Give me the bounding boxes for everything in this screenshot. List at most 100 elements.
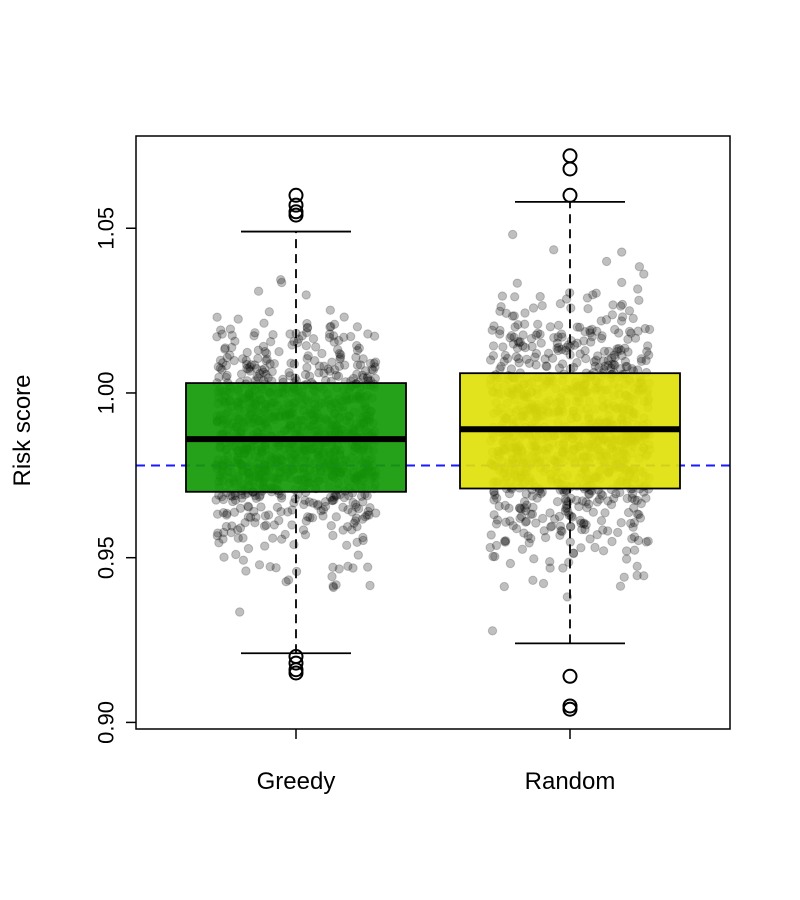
jitter-point [352,322,363,332]
outlier-point [562,148,578,164]
jitter-point [221,510,232,520]
jitter-point [276,493,287,503]
jitter-point [500,350,510,361]
jitter-point [274,347,284,357]
jitter-point [303,351,313,361]
jitter-point [535,291,545,302]
jitter-point [302,327,312,338]
jitter-point [261,355,271,366]
outlier-point [562,161,578,177]
jitter-point [621,546,632,556]
jitter-point [632,495,643,506]
jitter-point [604,346,614,357]
jitter-point [560,494,571,504]
jitter-point [242,363,252,374]
jitter-point [560,506,571,516]
jitter-point [227,342,237,353]
outlier-point [288,655,304,671]
jitter-point [225,350,235,360]
jitter-point [265,562,275,572]
jitter-point [269,359,279,369]
jitter-point [582,503,592,513]
outlier-point [288,187,304,203]
jitter-point [217,329,227,339]
jitter-point [326,321,336,332]
jitter-point [499,536,510,546]
jitter-point [350,499,361,510]
jitter-point [245,512,256,522]
jitter-point [512,278,522,288]
jitter-point [219,527,229,538]
jitter-point [227,521,237,531]
jitter-point [617,351,627,361]
jitter-point [607,310,618,320]
outlier-point [288,197,304,213]
jitter-point [568,548,579,559]
jitter-point [526,509,536,519]
jitter-point [347,507,357,517]
jitter-point [552,497,563,507]
jitter-point [505,558,516,569]
jitter-point [626,328,636,338]
jitter-point [485,355,496,365]
outlier-point [562,698,578,714]
jitter-point [269,520,279,530]
jitter-point [496,361,506,372]
jitter-point [327,357,337,367]
jitter-point [487,626,498,636]
jitter-point [531,348,542,359]
jitter-point [354,504,364,514]
jitter-point [641,355,651,366]
jitter-point [577,496,588,506]
jitter-point [287,520,297,530]
jitter-point [616,345,626,355]
jitter-point [235,523,246,533]
jitter-point [587,324,597,334]
jitter-point [620,356,631,367]
jitter-point [545,563,555,573]
jitter-point [622,493,632,504]
jitter-point [276,507,286,517]
jitter-point [301,341,311,351]
jitter-point [643,536,653,546]
jitter-point [616,316,627,326]
jitter-point [352,345,363,356]
jitter-point [600,361,610,371]
jitter-point [506,331,517,341]
jitter-point [501,536,511,546]
jitter-point [316,506,326,516]
jitter-point [504,489,515,499]
jitter-point [259,318,269,328]
jitter-point [238,533,248,543]
jitter-point [521,506,531,516]
jitter-point [367,364,377,375]
jitter-point [357,514,368,524]
jitter-point [535,329,545,339]
jitter-point [243,543,254,554]
jitter-point [212,332,222,342]
jitter-point [220,344,230,354]
jitter-point [362,510,372,520]
jitter-point [529,554,539,564]
jitter-point [607,359,617,369]
jitter-point [252,372,262,382]
jitter-point [541,361,551,371]
jitter-point [522,500,532,510]
box-random [459,148,681,717]
jitter-point [582,293,593,303]
jitter-point [539,526,549,536]
jitter-point [266,337,276,347]
jitter-point [509,332,519,342]
jitter-point [617,299,628,310]
jitter-point [581,353,591,364]
jitter-point [222,370,232,381]
jitter-point [609,350,619,360]
jitter-point [245,366,255,376]
jitter-point [331,512,341,522]
jitter-point [562,500,572,510]
jitter-point [211,495,221,505]
jitter-point [241,566,251,576]
jitter-point [329,319,340,329]
jitter-point [629,503,639,513]
jitter-point [303,512,313,522]
